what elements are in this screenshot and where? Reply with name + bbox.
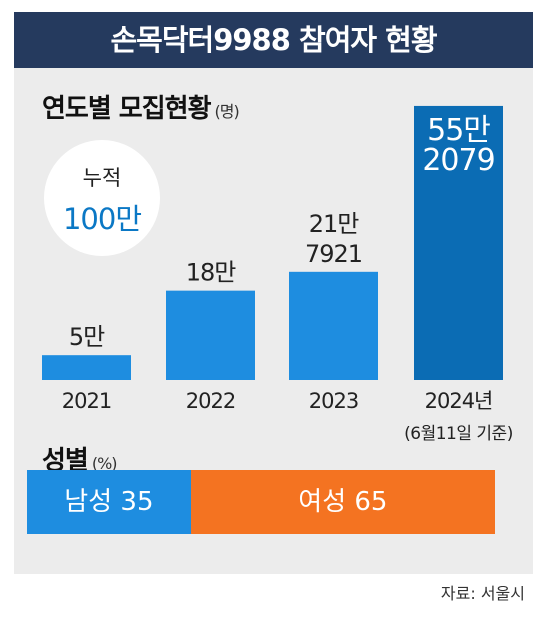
- cumulative-bubble: 누적 100만: [44, 140, 160, 256]
- value-label-2023: 7921: [305, 240, 362, 268]
- source-note: 자료: 서울시: [440, 584, 525, 603]
- value-label-2024년: 2079: [422, 143, 494, 178]
- value-label-2024년: 55만: [427, 113, 490, 148]
- bar-2022: [166, 290, 255, 380]
- yearly-unit: (명): [214, 102, 240, 121]
- gender-unit: (%): [91, 454, 118, 473]
- bar-2024년: [414, 105, 503, 380]
- yearly-section-title: 연도별 모집현황 (명): [42, 88, 240, 125]
- bar-2023: [289, 271, 378, 380]
- cumulative-value: 100만: [62, 202, 142, 236]
- category-note: (6월11일 기준): [404, 424, 513, 444]
- category-label-2021: 2021: [62, 389, 111, 413]
- gender-stacked-bar: 남성 35 여성 65: [27, 470, 495, 534]
- yearly-title-text: 연도별 모집현황: [42, 94, 211, 124]
- category-label-2023: 2023: [309, 389, 358, 413]
- cumulative-label: 누적: [82, 166, 122, 190]
- category-label-2024년: 2024년: [425, 389, 493, 413]
- value-label-2022: 18만: [186, 259, 237, 287]
- value-label-2023: 21만: [309, 210, 360, 238]
- category-label-2022: 2022: [186, 389, 235, 413]
- gender-segment-male: 남성 35: [27, 470, 191, 534]
- value-label-2021: 5만: [69, 323, 105, 351]
- gender-segment-female: 여성 65: [190, 470, 495, 534]
- header-title: 손목닥터9988 참여자 현황: [14, 12, 533, 68]
- bar-2021: [42, 355, 131, 380]
